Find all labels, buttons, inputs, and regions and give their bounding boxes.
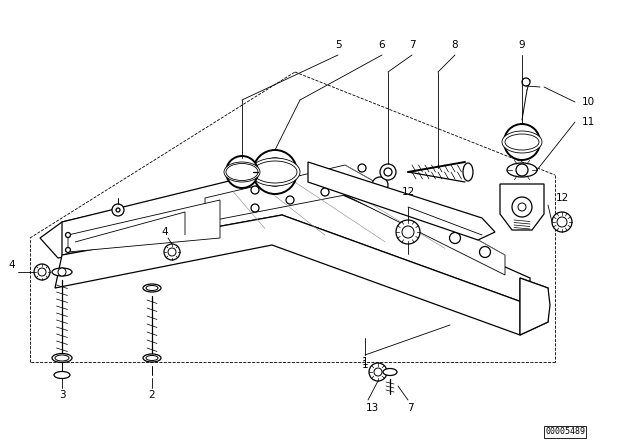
Circle shape (253, 150, 297, 194)
Polygon shape (55, 215, 530, 335)
Circle shape (38, 268, 46, 276)
Text: 2: 2 (148, 390, 156, 400)
Circle shape (34, 264, 50, 280)
Circle shape (522, 78, 530, 86)
Circle shape (504, 124, 540, 160)
Circle shape (557, 217, 567, 227)
Circle shape (380, 164, 396, 180)
Ellipse shape (52, 268, 72, 276)
Circle shape (261, 158, 289, 186)
Polygon shape (500, 184, 544, 230)
Circle shape (286, 196, 294, 204)
Circle shape (512, 197, 532, 217)
Text: 3: 3 (59, 390, 65, 400)
Ellipse shape (505, 134, 539, 150)
Polygon shape (308, 162, 495, 240)
Circle shape (58, 268, 66, 276)
Circle shape (384, 168, 392, 176)
Circle shape (321, 188, 329, 196)
Circle shape (65, 247, 70, 253)
Ellipse shape (383, 369, 397, 375)
Text: 12: 12 (556, 193, 568, 203)
Text: 1: 1 (362, 357, 368, 367)
Circle shape (65, 233, 70, 237)
Circle shape (372, 177, 388, 193)
Text: 00005489: 00005489 (545, 427, 585, 436)
Circle shape (516, 164, 528, 176)
Ellipse shape (250, 158, 300, 186)
Text: 10: 10 (581, 97, 595, 107)
Circle shape (251, 186, 259, 194)
Ellipse shape (463, 163, 473, 181)
Circle shape (369, 363, 387, 381)
Polygon shape (75, 212, 185, 242)
Circle shape (286, 178, 294, 186)
Ellipse shape (143, 284, 161, 292)
Text: 4: 4 (9, 260, 15, 270)
Text: 9: 9 (518, 40, 525, 50)
Text: 4: 4 (162, 227, 168, 237)
Ellipse shape (54, 371, 70, 379)
Circle shape (269, 166, 281, 178)
Text: 1: 1 (362, 360, 368, 370)
Ellipse shape (226, 164, 258, 181)
Circle shape (112, 204, 124, 216)
Polygon shape (68, 200, 220, 252)
Text: 8: 8 (452, 40, 458, 50)
Circle shape (552, 212, 572, 232)
Circle shape (396, 220, 420, 244)
Ellipse shape (507, 163, 537, 177)
Text: 6: 6 (379, 40, 385, 50)
Circle shape (479, 246, 490, 258)
Text: 7: 7 (406, 403, 413, 413)
Ellipse shape (253, 161, 297, 183)
Text: 12: 12 (401, 187, 415, 197)
Circle shape (116, 208, 120, 212)
Ellipse shape (146, 356, 158, 361)
Circle shape (358, 164, 366, 172)
Circle shape (512, 132, 532, 152)
Circle shape (402, 226, 414, 238)
Circle shape (234, 164, 250, 180)
Circle shape (321, 171, 329, 179)
Polygon shape (62, 168, 530, 305)
Circle shape (358, 181, 366, 189)
Circle shape (374, 368, 382, 376)
Text: 7: 7 (409, 40, 415, 50)
Polygon shape (40, 182, 252, 258)
Circle shape (164, 244, 180, 260)
Text: 5: 5 (335, 40, 341, 50)
Ellipse shape (143, 354, 161, 362)
Circle shape (251, 204, 259, 212)
Circle shape (518, 203, 526, 211)
Ellipse shape (146, 285, 158, 290)
Text: 11: 11 (581, 117, 595, 127)
Ellipse shape (52, 353, 72, 362)
Circle shape (226, 156, 258, 188)
Polygon shape (205, 165, 505, 275)
Ellipse shape (55, 355, 69, 361)
Circle shape (168, 248, 176, 256)
Polygon shape (520, 278, 550, 335)
Ellipse shape (502, 131, 542, 153)
Ellipse shape (224, 162, 260, 182)
Circle shape (449, 233, 461, 244)
Polygon shape (520, 278, 548, 335)
Text: 13: 13 (365, 403, 379, 413)
